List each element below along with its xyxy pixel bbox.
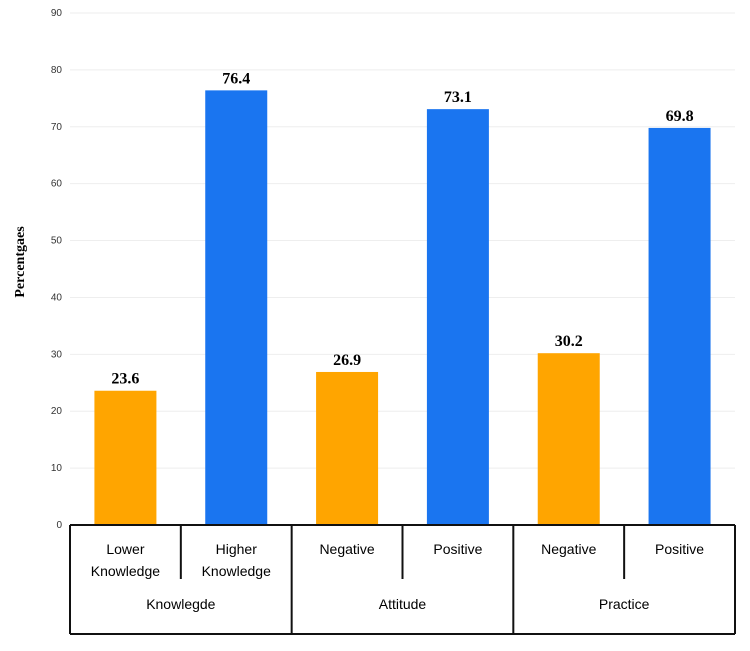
y-axis-label: Percentgaes [13, 226, 28, 298]
y-tick-label: 40 [51, 292, 63, 303]
y-tick-label: 60 [51, 179, 63, 190]
group-label: Attitude [379, 596, 427, 612]
y-tick-label: 80 [51, 65, 63, 76]
category-label: Negative [319, 541, 374, 557]
bars [94, 90, 711, 526]
bar-value-labels: 23.6 76.4 26.9 73.1 30.2 69.8 [111, 70, 693, 387]
y-tick-label: 70 [51, 122, 63, 133]
category-label: Knowledge [91, 563, 160, 579]
bar [205, 90, 268, 525]
bar [648, 127, 711, 525]
bar-value-label: 23.6 [111, 371, 139, 388]
gridlines [70, 12, 735, 526]
bar-value-label: 73.1 [444, 89, 472, 106]
y-tick-label: 50 [51, 236, 63, 247]
category-table: Lower Knowledge Higher Knowledge Negative Pos… [69, 524, 736, 635]
group-label: Practice [599, 596, 650, 612]
group-label: Knowlegde [146, 596, 215, 612]
bar-value-label: 26.9 [333, 352, 361, 369]
category-label: Negative [541, 541, 596, 557]
y-tick-label: 90 [51, 8, 63, 19]
bar [426, 109, 489, 526]
bar-value-label: 76.4 [222, 70, 250, 87]
bar [94, 390, 157, 525]
y-tick-label: 0 [56, 520, 62, 531]
y-tick-label: 20 [51, 406, 63, 417]
bar-value-label: 69.8 [666, 108, 694, 125]
category-label: Positive [433, 541, 482, 557]
y-axis-ticks: 0 10 20 30 40 50 60 70 80 90 [51, 8, 63, 531]
y-tick-label: 10 [51, 463, 63, 474]
category-label: Positive [655, 541, 704, 557]
category-label: Lower [106, 541, 144, 557]
bar [316, 371, 379, 525]
bar [537, 353, 600, 525]
y-tick-label: 30 [51, 349, 63, 360]
category-label: Knowledge [202, 563, 271, 579]
bar-value-label: 30.2 [555, 333, 583, 350]
category-label: Higher [216, 541, 258, 557]
